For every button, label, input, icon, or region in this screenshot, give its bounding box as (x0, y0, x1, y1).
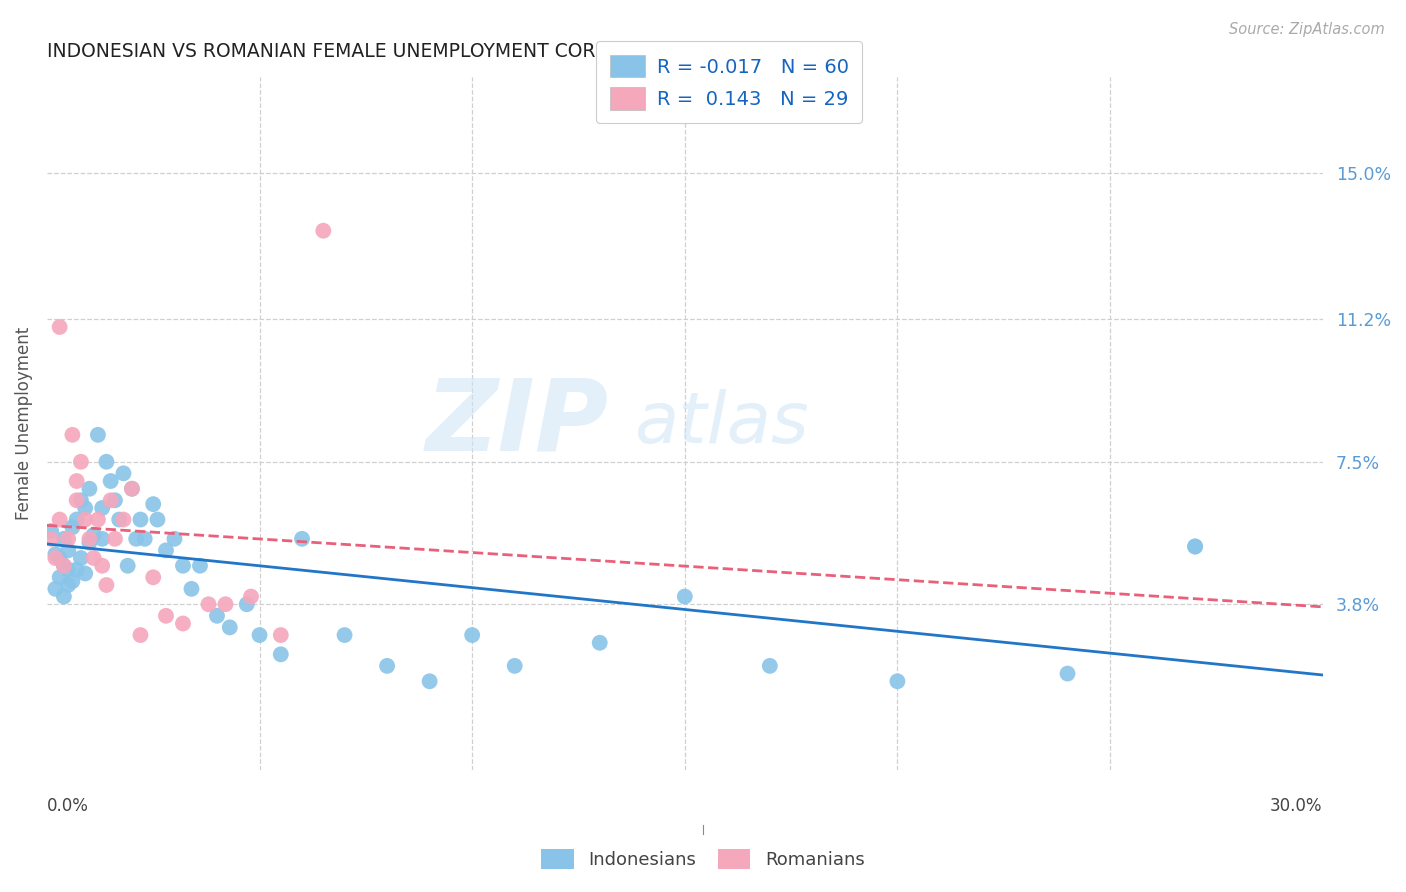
Point (70, 551, 93, 566)
Point (886, 674, 908, 689)
Point (79, 532, 101, 546)
Point (56, 578, 79, 592)
Text: Source: ZipAtlas.com: Source: ZipAtlas.com (1229, 22, 1385, 37)
Point (172, 616, 194, 631)
Point (91, 532, 114, 546)
Point (759, 658, 782, 673)
Point (270, 648, 292, 662)
Point (1056, 666, 1078, 681)
Point (52, 590, 75, 604)
Point (205, 608, 228, 623)
Point (83, 551, 105, 566)
Point (75, 500, 97, 515)
Point (39, 524, 62, 538)
Point (155, 543, 177, 558)
Point (146, 512, 169, 526)
Point (87, 427, 110, 442)
Point (214, 597, 236, 611)
Point (125, 532, 148, 546)
Text: ZIP: ZIP (425, 375, 609, 472)
Point (52, 532, 75, 546)
Point (91, 500, 114, 515)
Text: 30.0%: 30.0% (1270, 797, 1323, 814)
Point (375, 658, 398, 673)
Point (66, 563, 89, 577)
Point (48, 320, 70, 334)
Point (121, 482, 143, 496)
Point (312, 224, 335, 238)
Point (48, 570, 70, 584)
Point (142, 497, 165, 511)
Point (197, 597, 219, 611)
Text: atlas: atlas (634, 389, 808, 458)
Point (503, 658, 526, 673)
Point (419, 674, 441, 689)
Point (48, 551, 70, 566)
Point (56, 543, 79, 558)
Point (79, 535, 101, 549)
Point (112, 467, 135, 481)
Point (100, 493, 122, 508)
Text: 0.0%: 0.0% (46, 797, 89, 814)
Point (66, 493, 89, 508)
Point (44, 582, 66, 596)
Y-axis label: Female Unemployment: Female Unemployment (15, 326, 32, 520)
Point (52, 558, 75, 573)
Point (129, 628, 152, 642)
Point (60, 574, 83, 589)
Point (240, 590, 263, 604)
Point (75, 566, 97, 581)
Point (66, 474, 89, 488)
Point (129, 512, 152, 526)
Point (134, 532, 156, 546)
Point (188, 558, 211, 573)
Point (70, 493, 93, 508)
Point (39, 532, 62, 546)
Point (52, 558, 75, 573)
Point (48, 512, 70, 526)
Point (91, 558, 114, 573)
Point (56, 532, 79, 546)
Point (70, 455, 93, 469)
Point (1184, 540, 1206, 554)
Point (83, 528, 105, 542)
Text: INDONESIAN VS ROMANIAN FEMALE UNEMPLOYMENT CORRELATION CHART: INDONESIAN VS ROMANIAN FEMALE UNEMPLOYME… (46, 42, 758, 62)
Point (180, 582, 202, 596)
Point (163, 532, 186, 546)
Point (1184, 540, 1206, 554)
Point (79, 482, 101, 496)
Point (461, 628, 484, 642)
Legend: Indonesians, Romanians: Indonesians, Romanians (533, 839, 873, 879)
Point (172, 558, 194, 573)
Point (104, 532, 127, 546)
Point (108, 512, 131, 526)
Point (100, 474, 122, 488)
Point (155, 608, 177, 623)
Point (104, 493, 127, 508)
Point (56, 563, 79, 577)
Point (60, 520, 83, 534)
Point (673, 590, 696, 604)
Point (87, 512, 110, 526)
Point (142, 570, 165, 584)
Point (291, 532, 314, 546)
Point (236, 597, 259, 611)
Point (121, 482, 143, 496)
Point (60, 427, 83, 442)
Point (270, 628, 292, 642)
Legend: R = -0.017   N = 60, R =  0.143   N = 29: R = -0.017 N = 60, R = 0.143 N = 29 (596, 41, 862, 123)
Point (218, 620, 240, 634)
Point (589, 636, 612, 650)
Point (96, 455, 118, 469)
Point (44, 547, 66, 561)
Point (112, 512, 135, 526)
Point (96, 578, 118, 592)
Point (117, 558, 139, 573)
Point (44, 551, 66, 566)
Point (75, 512, 97, 526)
Point (249, 628, 271, 642)
Point (66, 512, 89, 526)
Point (333, 628, 356, 642)
